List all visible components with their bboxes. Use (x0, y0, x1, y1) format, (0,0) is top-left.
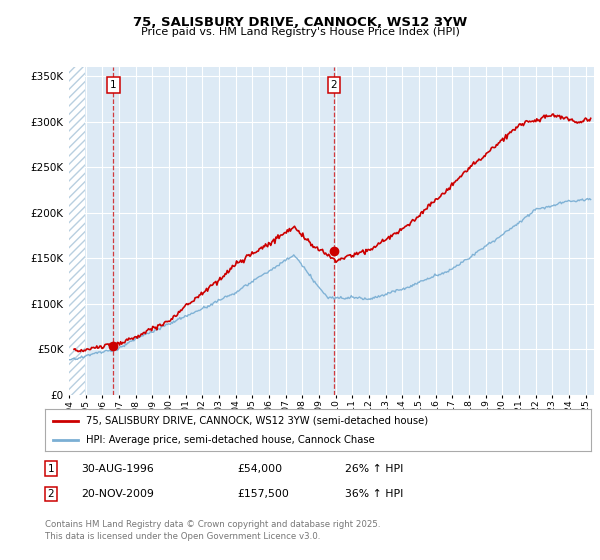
Text: £157,500: £157,500 (237, 489, 289, 499)
Text: 20-NOV-2009: 20-NOV-2009 (81, 489, 154, 499)
Text: Price paid vs. HM Land Registry's House Price Index (HPI): Price paid vs. HM Land Registry's House … (140, 27, 460, 37)
Text: 2: 2 (331, 81, 337, 90)
Bar (69, 67, 85, 395)
Text: 36% ↑ HPI: 36% ↑ HPI (345, 489, 403, 499)
Text: 1: 1 (110, 81, 116, 90)
Text: Contains HM Land Registry data © Crown copyright and database right 2025.
This d: Contains HM Land Registry data © Crown c… (45, 520, 380, 541)
Text: 75, SALISBURY DRIVE, CANNOCK, WS12 3YW: 75, SALISBURY DRIVE, CANNOCK, WS12 3YW (133, 16, 467, 29)
Text: 75, SALISBURY DRIVE, CANNOCK, WS12 3YW (semi-detached house): 75, SALISBURY DRIVE, CANNOCK, WS12 3YW (… (86, 416, 428, 426)
Text: 30-AUG-1996: 30-AUG-1996 (81, 464, 154, 474)
Text: 26% ↑ HPI: 26% ↑ HPI (345, 464, 403, 474)
Text: 2: 2 (47, 489, 55, 499)
Text: 1: 1 (47, 464, 55, 474)
Text: £54,000: £54,000 (237, 464, 282, 474)
Text: HPI: Average price, semi-detached house, Cannock Chase: HPI: Average price, semi-detached house,… (86, 435, 374, 445)
